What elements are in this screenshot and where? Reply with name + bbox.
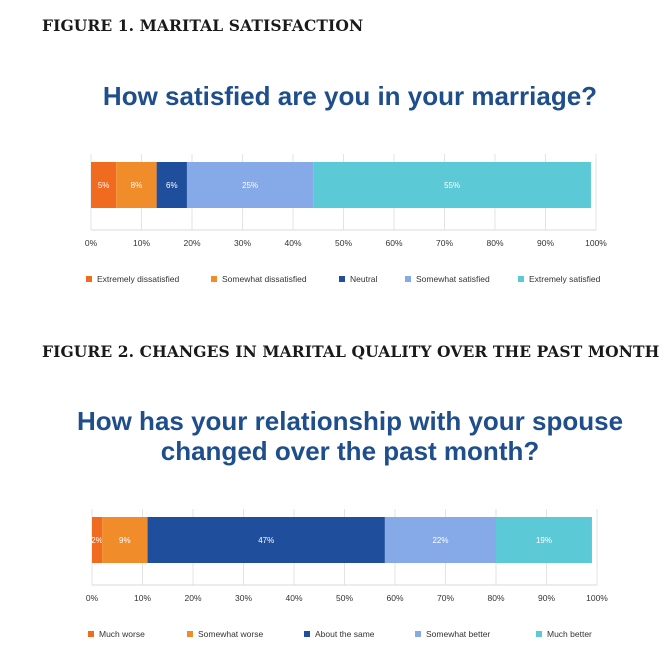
x-tick-label: 90% xyxy=(537,238,554,248)
data-label-somewhat-satisfied: 25% xyxy=(242,181,258,190)
x-tick-label: 0% xyxy=(86,593,99,603)
data-label-neutral: 6% xyxy=(166,181,178,190)
x-tick-label: 80% xyxy=(487,593,504,603)
x-tick-label: 50% xyxy=(336,593,353,603)
legend-label-about-the-same: About the same xyxy=(315,629,375,639)
legend-swatch-somewhat-better xyxy=(415,631,421,637)
legend-label-neutral: Neutral xyxy=(350,274,378,284)
legend-swatch-somewhat-dissatisfied xyxy=(211,276,217,282)
data-label-somewhat-dissatisfied: 8% xyxy=(131,181,143,190)
legend-label-extremely-satisfied: Extremely satisfied xyxy=(529,274,601,284)
bar-segment-neutral xyxy=(156,162,187,208)
figure-2-heading: FIGURE 2. CHANGES IN MARITAL QUALITY OVE… xyxy=(42,342,660,361)
figure-1-heading: FIGURE 1. MARITAL SATISFACTION xyxy=(42,16,364,35)
x-tick-label: 70% xyxy=(437,593,454,603)
x-tick-label: 10% xyxy=(134,593,151,603)
bar-segment-extremely-dissatisfied xyxy=(91,162,117,208)
x-tick-label: 30% xyxy=(234,238,251,248)
x-tick-label: 100% xyxy=(586,593,608,603)
x-tick-label: 40% xyxy=(284,238,301,248)
legend-swatch-extremely-satisfied xyxy=(518,276,524,282)
legend-label-much-worse: Much worse xyxy=(99,629,145,639)
x-tick-label: 70% xyxy=(436,238,453,248)
legend-label-somewhat-satisfied: Somewhat satisfied xyxy=(416,274,490,284)
legend-label-somewhat-better: Somewhat better xyxy=(426,629,490,639)
bar-segment-about-the-same xyxy=(147,517,385,563)
x-tick-label: 0% xyxy=(85,238,98,248)
bar-segment-somewhat-worse xyxy=(102,517,148,563)
x-tick-label: 10% xyxy=(133,238,150,248)
legend-label-extremely-dissatisfied: Extremely dissatisfied xyxy=(97,274,179,284)
bar-segment-somewhat-dissatisfied xyxy=(116,162,157,208)
bar-segment-much-better xyxy=(496,517,592,563)
data-label-much-better: 19% xyxy=(536,536,552,545)
data-label-much-worse: 2% xyxy=(91,536,103,545)
data-label-about-the-same: 47% xyxy=(258,536,274,545)
data-label-somewhat-worse: 9% xyxy=(119,536,131,545)
figure-1-chart-title: How satisfied are you in your marriage? xyxy=(102,81,598,111)
data-label-extremely-satisfied: 55% xyxy=(444,181,460,190)
figure-2-stacked-bar-chart: 2% 9% 47% 22% 19% 0% 10% 20% 30% 40% 50% 60% 70% 80% 9… xyxy=(86,509,608,639)
legend-label-somewhat-dissatisfied: Somewhat dissatisfied xyxy=(222,274,307,284)
data-label-somewhat-better: 22% xyxy=(432,536,448,545)
legend-swatch-neutral xyxy=(339,276,345,282)
x-tick-label: 80% xyxy=(486,238,503,248)
x-tick-label: 90% xyxy=(538,593,555,603)
legend-swatch-somewhat-worse xyxy=(187,631,193,637)
x-tick-label: 60% xyxy=(386,593,403,603)
x-tick-label: 20% xyxy=(183,238,200,248)
bar-segment-somewhat-better xyxy=(384,517,496,563)
legend-swatch-somewhat-satisfied xyxy=(405,276,411,282)
legend-label-somewhat-worse: Somewhat worse xyxy=(198,629,263,639)
x-tick-label: 50% xyxy=(335,238,352,248)
legend-swatch-about-the-same xyxy=(304,631,310,637)
figure-1-stacked-bar-chart: 5% 8% 6% 25% 55% 0% 10% 20% 30% 40% 50% 60% 70% 80% 90… xyxy=(85,154,607,284)
figure-2-chart-title: How has your relationship with your spou… xyxy=(76,406,624,466)
x-tick-label: 40% xyxy=(285,593,302,603)
bar-segment-much-worse xyxy=(92,517,103,563)
x-tick-label: 20% xyxy=(184,593,201,603)
x-tick-label: 30% xyxy=(235,593,252,603)
bar-segment-extremely-satisfied xyxy=(313,162,591,208)
x-tick-label: 60% xyxy=(385,238,402,248)
legend-swatch-much-better xyxy=(536,631,542,637)
legend-swatch-extremely-dissatisfied xyxy=(86,276,92,282)
x-tick-label: 100% xyxy=(585,238,607,248)
bar-segment-somewhat-satisfied xyxy=(186,162,314,208)
legend-swatch-much-worse xyxy=(88,631,94,637)
legend-label-much-better: Much better xyxy=(547,629,592,639)
data-label-extremely-dissatisfied: 5% xyxy=(98,181,110,190)
